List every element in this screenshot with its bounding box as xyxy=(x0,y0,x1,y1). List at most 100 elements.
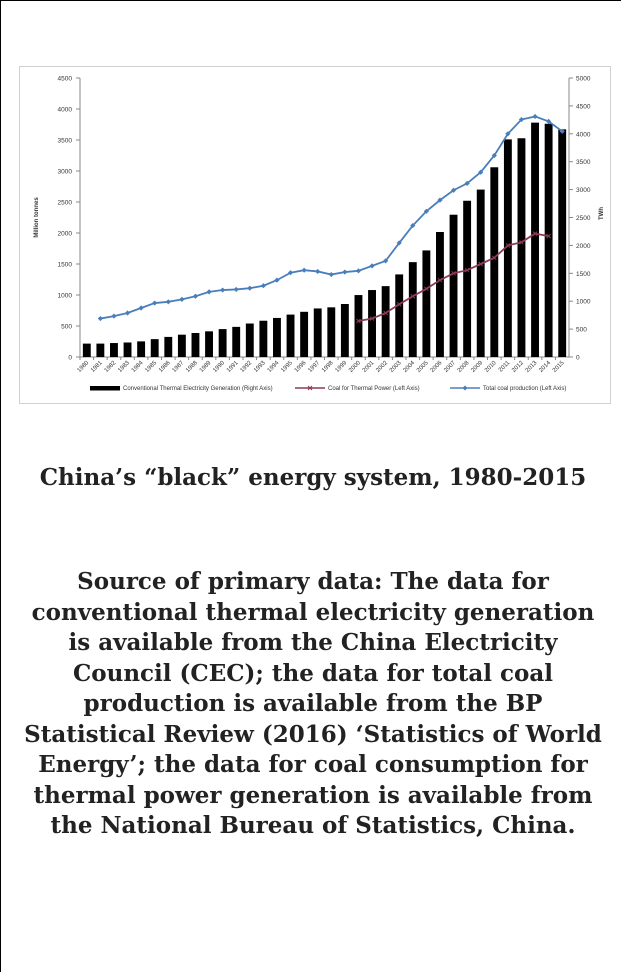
left-tick-label: 2000 xyxy=(58,231,73,238)
point-total-coal-production xyxy=(505,131,511,137)
x-tick-label: 1983 xyxy=(117,360,131,374)
point-coal-thermal-power xyxy=(478,261,484,267)
point-total-coal-production xyxy=(111,313,117,319)
x-tick-label: 2005 xyxy=(416,360,430,374)
point-total-coal-production xyxy=(546,118,552,124)
point-coal-thermal-power xyxy=(410,293,416,299)
right-tick-label: 5000 xyxy=(576,76,591,83)
x-tick-label: 1989 xyxy=(199,360,213,374)
bar-thermal-generation xyxy=(232,326,241,357)
legend-label-thermal-generation: Conventional Thermal Electricity Generat… xyxy=(123,386,273,392)
chart-container: 0 500 1000 1500 2000 2500 3000 3500 4000 4500 0 500… xyxy=(19,66,611,404)
bar-thermal-generation xyxy=(245,323,254,357)
right-tick-label: 1500 xyxy=(576,271,591,278)
left-tick-label: 4000 xyxy=(58,107,73,114)
point-coal-thermal-power xyxy=(451,270,456,276)
x-tick-label: 1987 xyxy=(172,360,186,374)
right-tick-label: 3000 xyxy=(576,187,591,194)
right-tick-label: 4000 xyxy=(576,131,591,138)
x-tick-label: 1998 xyxy=(321,360,335,374)
point-total-coal-production xyxy=(206,289,212,295)
x-tick-label: 2001 xyxy=(362,360,376,374)
bar-thermal-generation xyxy=(354,295,363,357)
x-tick-label: 1995 xyxy=(280,360,294,374)
point-total-coal-production xyxy=(532,113,538,120)
x-tick-label: 1982 xyxy=(104,360,118,374)
right-tick-label: 4500 xyxy=(576,103,591,110)
bar-thermal-generation xyxy=(137,341,146,357)
bar-thermal-generation xyxy=(218,329,227,357)
bar-thermal-generation xyxy=(368,290,376,357)
right-tick-label: 2500 xyxy=(576,215,591,222)
x-tick-label: 2014 xyxy=(538,360,552,374)
point-total-coal-production xyxy=(138,305,144,311)
bar-thermal-generation xyxy=(381,286,390,357)
point-total-coal-production xyxy=(369,263,375,269)
x-tick-label: 1988 xyxy=(185,360,199,374)
point-coal-thermal-power xyxy=(437,277,443,283)
bar-thermal-generation xyxy=(164,336,173,357)
bar-thermal-generation xyxy=(300,311,309,357)
left-tick-label: 3500 xyxy=(58,138,73,145)
x-tick-label: 2003 xyxy=(389,360,403,374)
bar-thermal-generation xyxy=(476,189,485,357)
bar-thermal-generation xyxy=(259,320,268,357)
left-tick-label: 0 xyxy=(68,355,72,362)
bar-thermal-generation xyxy=(558,129,567,357)
bar-thermal-generation xyxy=(313,308,322,357)
figure-source-note: Source of primary data: The data for con… xyxy=(24,568,602,839)
bar-thermal-generation xyxy=(503,139,512,357)
x-tick-label: 2012 xyxy=(511,360,525,374)
point-total-coal-production xyxy=(410,222,416,229)
point-total-coal-production xyxy=(274,277,280,283)
bar-thermal-generation xyxy=(490,167,499,357)
point-total-coal-production xyxy=(124,310,131,316)
left-tick-label: 1000 xyxy=(58,293,73,300)
point-coal-thermal-power xyxy=(383,310,388,316)
x-tick-label: 2007 xyxy=(443,360,457,374)
point-total-coal-production xyxy=(396,240,402,246)
x-tick-label: 1985 xyxy=(144,360,158,374)
bar-thermal-generation xyxy=(436,232,444,357)
point-total-coal-production xyxy=(152,300,158,306)
point-total-coal-production xyxy=(179,296,185,302)
x-tick-label: 2008 xyxy=(457,360,471,374)
point-total-coal-production xyxy=(423,208,429,214)
bar-thermal-generation xyxy=(286,314,295,357)
point-coal-thermal-power xyxy=(532,231,538,236)
point-total-coal-production xyxy=(165,299,171,305)
point-total-coal-production xyxy=(220,287,226,293)
point-total-coal-production xyxy=(328,271,334,278)
point-total-coal-production xyxy=(450,187,457,193)
x-tick-label: 1990 xyxy=(212,360,226,374)
bar-thermal-generation xyxy=(96,343,105,357)
right-tick-label: 500 xyxy=(576,327,587,334)
bar-thermal-generation xyxy=(191,333,200,357)
bar-thermal-generation xyxy=(273,317,281,357)
x-tick-label: 2013 xyxy=(525,360,539,374)
x-tick-label: 1993 xyxy=(253,360,267,374)
bar-thermal-generation xyxy=(205,331,213,357)
right-tick-label: 3500 xyxy=(576,159,591,166)
right-tick-label: 0 xyxy=(576,355,580,362)
legend-marker-coal-thermal-power xyxy=(307,385,313,391)
point-total-coal-production xyxy=(247,285,253,291)
bar-thermal-generation xyxy=(123,342,132,357)
point-total-coal-production xyxy=(355,268,362,274)
x-tick-label: 2010 xyxy=(484,360,498,374)
point-total-coal-production xyxy=(301,267,307,273)
left-tick-label: 2500 xyxy=(58,200,73,207)
x-tick-label: 1994 xyxy=(267,360,281,374)
x-tick-label: 2004 xyxy=(403,360,417,374)
x-tick-label: 1991 xyxy=(226,360,240,374)
point-coal-thermal-power xyxy=(424,286,429,292)
point-coal-thermal-power xyxy=(396,301,402,307)
x-tick-label: 1992 xyxy=(240,360,254,374)
x-tick-label: 2000 xyxy=(348,360,362,374)
bar-thermal-generation xyxy=(150,339,159,357)
legend-marker-total-coal xyxy=(462,385,468,391)
point-total-coal-production xyxy=(233,286,239,293)
x-tick-label: 1981 xyxy=(90,360,104,374)
left-tick-label: 1500 xyxy=(58,262,73,269)
